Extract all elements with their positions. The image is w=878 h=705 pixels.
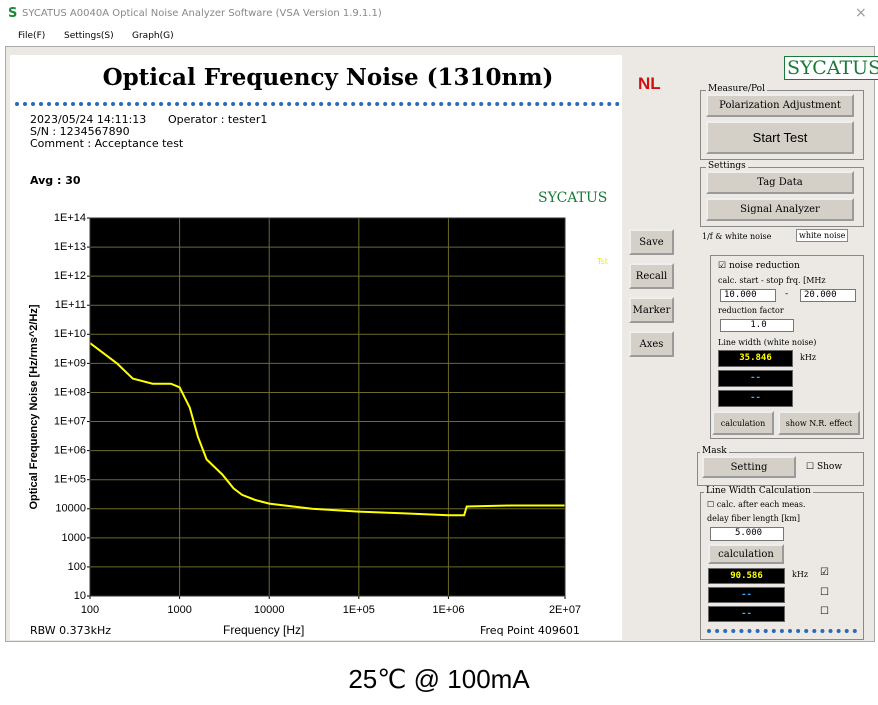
y-tick-label: 1E+09 — [54, 357, 86, 369]
axes-button[interactable]: Axes — [629, 331, 674, 357]
close-button[interactable]: × — [855, 5, 867, 21]
unit: kHz — [792, 570, 809, 579]
tab[interactable]: 1/f & white noise — [702, 232, 772, 241]
checkbox-label: Show — [816, 462, 843, 472]
y-tick-label: 1E+14 — [54, 212, 86, 224]
x-tick-label: 1E+05 — [343, 604, 375, 616]
chart-title: Optical Frequency Noise (1310nm) — [103, 64, 554, 91]
y-tick-label: 1E+07 — [54, 415, 86, 427]
group-box — [700, 90, 864, 160]
data-line — [89, 342, 565, 517]
progress-bar — [707, 629, 857, 633]
y-tick-label: 1E+08 — [54, 386, 86, 398]
dash: - — [785, 289, 789, 299]
watermark: SYCATUS — [538, 190, 608, 206]
field-label: delay fiber length [km] — [707, 514, 800, 523]
unit: kHz — [800, 353, 817, 362]
rbw: RBW 0.373kHz — [30, 624, 112, 637]
plot-area — [90, 218, 565, 596]
calculation-button[interactable]: calculation — [708, 544, 784, 564]
show-nr-button[interactable]: show N.R. effect — [778, 411, 860, 435]
y-tick-label: 10 — [74, 590, 86, 602]
comment: Comment : Acceptance test — [30, 137, 184, 150]
signal-analyzer-button[interactable]: Signal Analyzer — [706, 198, 854, 221]
y-tick-label: 1000 — [62, 532, 86, 544]
checkbox[interactable]: ☑ noise reduction — [718, 261, 800, 271]
y-tick-label: 1E+06 — [54, 445, 86, 457]
y-tick-label: 1E+12 — [54, 270, 86, 282]
mode-label: NL — [638, 74, 661, 93]
tab[interactable]: white noise — [796, 229, 849, 242]
stop-frq-input[interactable]: 20.000 — [800, 289, 856, 302]
checkbox[interactable]: ☐ calc. after each meas. — [707, 500, 806, 509]
app-icon: S — [8, 6, 18, 21]
checkbox[interactable]: ☑ — [820, 567, 829, 578]
menu-item[interactable]: File(F) — [18, 31, 46, 41]
y-tick-label: 1E+10 — [54, 328, 86, 340]
marker-button[interactable]: Marker — [629, 297, 674, 323]
checkbox-label: calc. after each meas. — [716, 500, 806, 509]
group-box — [700, 167, 864, 227]
save-button[interactable]: Save — [629, 229, 674, 255]
lw-value: 35.846 — [718, 350, 793, 367]
freq-points: Freq Point 409601 — [480, 624, 580, 637]
group-label: Measure/Pol — [706, 84, 767, 94]
field-label: calc. start - stop frq. [MHz — [718, 276, 826, 285]
y-tick-label: 1E+11 — [55, 299, 86, 311]
result-value: -- — [708, 606, 785, 622]
tag-data-button[interactable]: Tag Data — [706, 171, 854, 194]
caption: 25℃ @ 100mA — [348, 664, 530, 694]
mask-setting-button[interactable]: Setting — [702, 456, 796, 478]
field-label: reduction factor — [718, 306, 784, 315]
checkbox[interactable]: ☐ — [820, 606, 829, 617]
x-tick-label: 100 — [81, 604, 99, 616]
checkbox-label: noise reduction — [728, 261, 800, 271]
x-tick-label: 2E+07 — [549, 604, 581, 616]
trace-tag: Tst — [597, 257, 608, 266]
field-label: Line width (white noise) — [718, 338, 817, 347]
window-title: SYCATUS A0040A Optical Noise Analyzer So… — [22, 8, 382, 19]
operator: Operator : tester1 — [168, 113, 268, 126]
lw-value: -- — [718, 390, 793, 407]
group-label: Line Width Calculation — [704, 486, 813, 496]
menu-item[interactable]: Graph(G) — [132, 31, 174, 41]
serial: S/N : 1234567890 — [30, 125, 130, 138]
checkbox[interactable]: ☐ — [820, 587, 829, 598]
avg: Avg : 30 — [30, 174, 81, 187]
tab-page — [710, 255, 864, 439]
plot-frame — [89, 217, 566, 597]
result-value: -- — [708, 587, 785, 603]
checkbox[interactable]: ☐ Show — [806, 462, 843, 472]
x-tick-label: 1000 — [167, 604, 191, 616]
group-label: Mask — [700, 446, 729, 456]
x-tick-label: 1E+06 — [432, 604, 464, 616]
logo: SYCATUS — [784, 56, 878, 80]
divider — [15, 102, 620, 106]
lw-value: -- — [718, 370, 793, 387]
y-tick-label: 1E+13 — [54, 241, 86, 253]
x-axis-label: Frequency [Hz] — [223, 623, 304, 637]
datetime: 2023/05/24 14:11:13 — [30, 113, 147, 126]
y-tick-label: 100 — [68, 561, 86, 573]
y-axis-label: Optical Frequency Noise [Hz/rms^2/Hz] — [28, 304, 40, 509]
calculation-button[interactable]: calculation — [712, 411, 774, 435]
group-label: Settings — [706, 161, 748, 171]
start-button[interactable]: Start Test — [706, 121, 854, 154]
polarization-button[interactable]: Polarization Adjustment — [706, 94, 854, 117]
result-value: 90.586 — [708, 568, 785, 584]
group-box — [697, 452, 864, 486]
menu-bar: File(F) Settings(S) Graph(G) — [0, 28, 878, 45]
y-tick-label: 1E+05 — [54, 474, 86, 486]
recall-button[interactable]: Recall — [629, 263, 674, 289]
delay-input[interactable]: 5.000 — [710, 527, 784, 541]
reduction-input[interactable]: 1.0 — [720, 319, 794, 332]
menu-item[interactable]: Settings(S) — [64, 31, 114, 41]
x-tick-label: 10000 — [254, 604, 285, 616]
start-frq-input[interactable]: 10.000 — [720, 289, 776, 302]
y-tick-label: 10000 — [55, 503, 86, 515]
